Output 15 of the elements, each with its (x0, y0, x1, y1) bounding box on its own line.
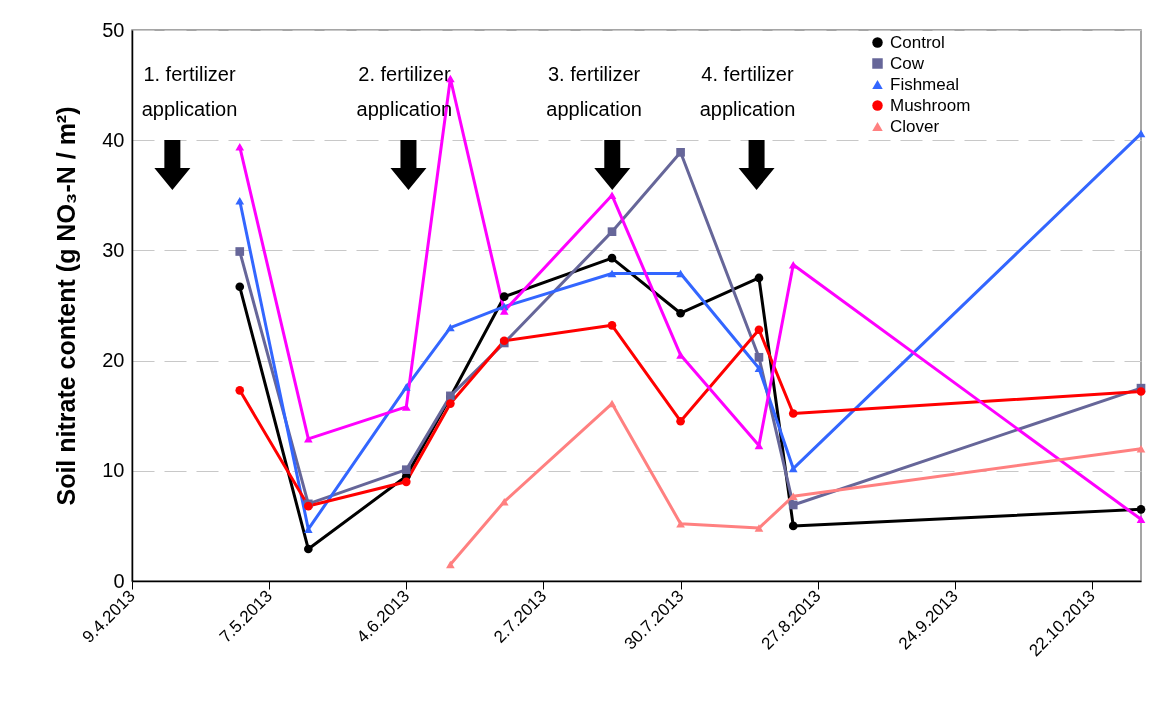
y-tick-label: 40 (102, 128, 125, 151)
y-tick-label: 50 (102, 18, 125, 41)
annotation: 1. fertilizer application (141, 63, 238, 120)
legend-label: Mushroom (890, 95, 971, 115)
legend-label: Control (890, 32, 945, 52)
y-tick-label: 10 (102, 459, 125, 482)
y-axis-title: Soil nitrate content (g NO₃-N / m²) (52, 106, 81, 506)
y-tick-label: 0 (113, 569, 125, 592)
y-tick-label: 30 (102, 238, 125, 261)
annotation: 3. fertilizer application (546, 63, 642, 120)
y-tick-label: 20 (102, 349, 125, 372)
legend-label: Cow (890, 53, 925, 73)
legend-label: Clover (890, 116, 940, 136)
annotation: 4. fertilizer application (699, 63, 796, 120)
legend-label: Fishmeal (890, 74, 959, 94)
